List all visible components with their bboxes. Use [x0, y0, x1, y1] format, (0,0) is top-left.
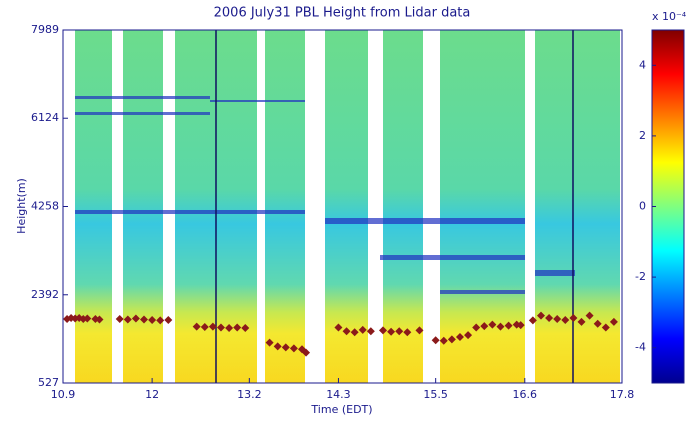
- heat-column: [75, 30, 112, 383]
- heat-column: [383, 30, 423, 383]
- heat-column: [325, 30, 368, 383]
- pbl-point: [265, 338, 274, 347]
- pbl-point: [95, 315, 104, 324]
- heat-band: [535, 270, 575, 276]
- pbl-point: [233, 323, 242, 332]
- pbl-point: [609, 317, 618, 326]
- heat-band: [210, 100, 305, 102]
- pbl-point: [480, 322, 489, 331]
- pbl-point: [561, 315, 570, 324]
- heat-column: [440, 30, 525, 383]
- heat-band: [75, 210, 305, 214]
- x-tick-label: 15.5: [423, 388, 448, 401]
- pbl-point: [192, 322, 201, 331]
- pbl-point: [123, 315, 132, 324]
- pbl-point: [488, 320, 497, 329]
- y-axis-label: Height(m): [15, 178, 28, 234]
- colorbar: [651, 29, 685, 384]
- pbl-point: [148, 315, 157, 324]
- heat-band: [440, 290, 525, 294]
- pbl-point: [131, 314, 140, 323]
- x-tick-label: 12: [145, 388, 159, 401]
- pbl-point: [553, 314, 562, 323]
- heat-column: [123, 30, 163, 383]
- pbl-point: [289, 344, 298, 353]
- pbl-point: [115, 314, 124, 323]
- pbl-point: [225, 323, 234, 332]
- pbl-point: [216, 323, 225, 332]
- x-tick-label: 13.2: [237, 388, 262, 401]
- x-tick-label: 16.6: [513, 388, 538, 401]
- pbl-point: [464, 331, 473, 340]
- colorbar-tick-label: 2: [639, 129, 646, 142]
- pbl-point: [447, 335, 456, 344]
- pbl-point: [601, 323, 610, 332]
- pbl-point: [140, 315, 149, 324]
- colorbar-label: x 10⁻⁴: [652, 10, 687, 23]
- pbl-point: [585, 311, 594, 320]
- pbl-point: [504, 321, 513, 330]
- pbl-point: [366, 327, 375, 336]
- heat-band: [75, 112, 210, 115]
- pbl-point: [83, 314, 92, 323]
- pbl-point: [387, 327, 396, 336]
- colorbar-tick-label: -4: [635, 341, 646, 354]
- y-tick-label: 6124: [31, 111, 59, 124]
- pbl-point: [455, 332, 464, 341]
- x-axis-label: Time (EDT): [310, 403, 372, 416]
- pbl-point: [302, 348, 311, 357]
- pbl-point: [545, 314, 554, 323]
- x-tick-label: 14.3: [326, 388, 351, 401]
- pbl-point: [273, 342, 282, 351]
- chart-title: 2006 July31 PBL Height from Lidar data: [214, 6, 471, 21]
- pbl-point: [431, 336, 440, 345]
- pbl-point: [569, 314, 578, 323]
- y-tick-label: 4258: [31, 200, 59, 213]
- pbl-point: [403, 328, 412, 337]
- heat-band: [75, 96, 210, 99]
- pbl-point: [350, 328, 359, 337]
- colorbar-tick-label: 4: [639, 58, 646, 71]
- y-tick-label: 2392: [31, 288, 59, 301]
- pbl-point: [395, 327, 404, 336]
- pbl-point: [342, 327, 351, 336]
- colorbar-tick-label: 0: [639, 200, 646, 213]
- pbl-point: [156, 316, 165, 325]
- y-tick-label: 7989: [31, 23, 59, 36]
- y-tick-label: 527: [38, 376, 59, 389]
- x-tick-label: 17.8: [610, 388, 635, 401]
- pbl-point: [516, 321, 525, 330]
- pbl-point: [577, 317, 586, 326]
- pbl-point: [358, 325, 367, 334]
- pbl-point: [439, 336, 448, 345]
- pbl-point: [281, 343, 290, 352]
- pbl-point: [334, 323, 343, 332]
- pbl-point: [164, 315, 173, 324]
- pbl-point: [472, 323, 481, 332]
- x-tick-label: 10.9: [51, 388, 76, 401]
- pbl-point: [379, 326, 388, 335]
- heat-band: [380, 255, 525, 260]
- pbl-point: [415, 326, 424, 335]
- pbl-point: [528, 316, 537, 325]
- pbl-point: [241, 323, 250, 332]
- lidar-heatmap: [75, 30, 620, 383]
- heat-band: [325, 218, 525, 224]
- pbl-point: [200, 323, 209, 332]
- pbl-point: [593, 319, 602, 328]
- pbl-point: [208, 322, 217, 331]
- colorbar-tick-label: -2: [635, 270, 646, 283]
- heat-column: [265, 30, 305, 383]
- pbl-point: [496, 322, 505, 331]
- pbl-point: [536, 311, 545, 320]
